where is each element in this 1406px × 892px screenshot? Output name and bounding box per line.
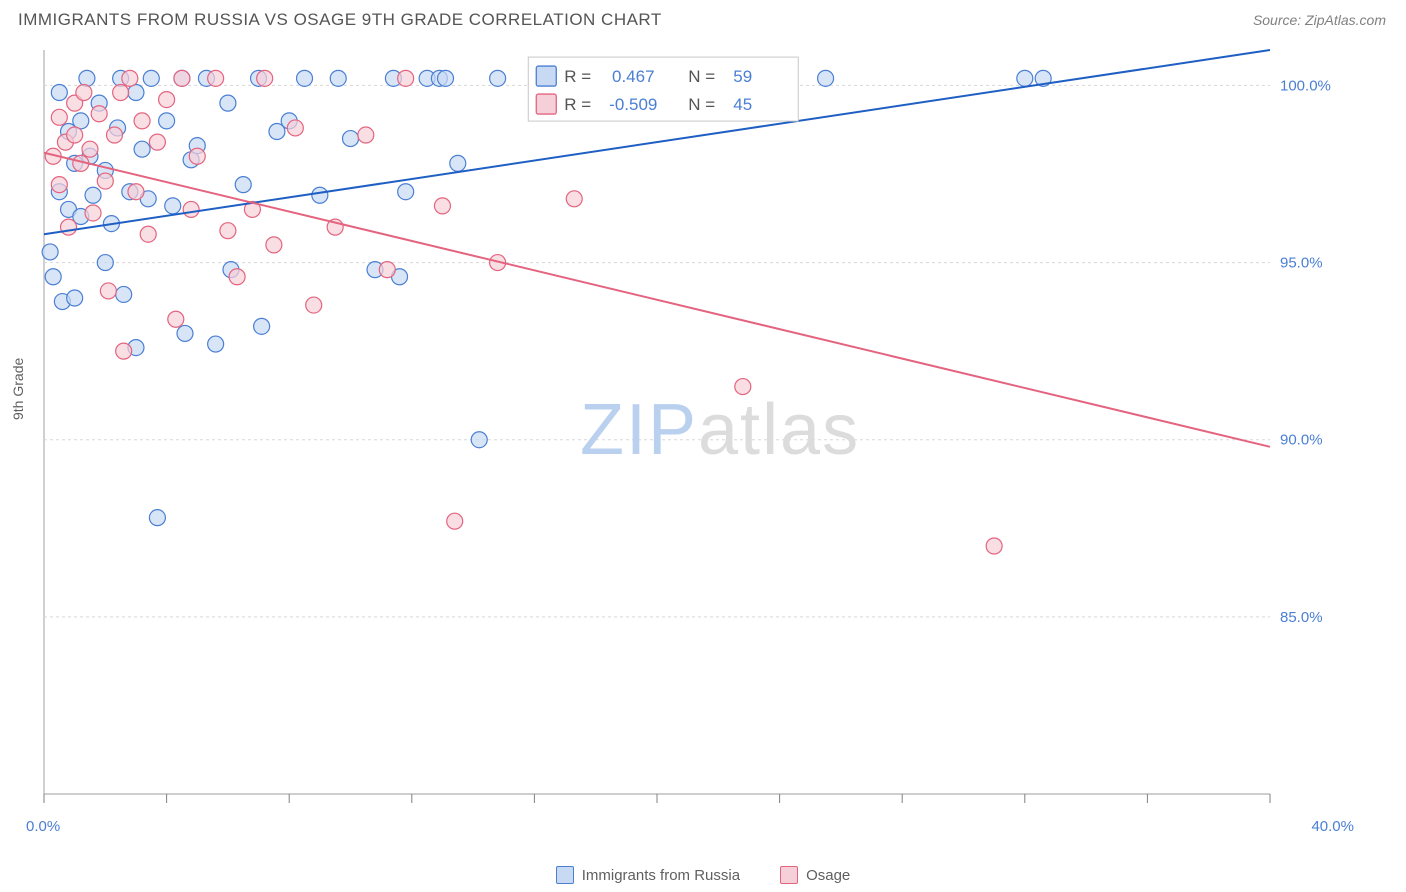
- svg-text:85.0%: 85.0%: [1280, 609, 1323, 626]
- y-axis-label: 9th Grade: [10, 358, 26, 420]
- svg-text:R =: R =: [564, 67, 591, 86]
- chart-title: IMMIGRANTS FROM RUSSIA VS OSAGE 9TH GRAD…: [18, 10, 662, 30]
- legend-swatch-0: [556, 866, 574, 884]
- legend-label-1: Osage: [806, 867, 850, 884]
- svg-text:90.0%: 90.0%: [1280, 432, 1323, 449]
- svg-text:95.0%: 95.0%: [1280, 255, 1323, 272]
- source-credit: Source: ZipAtlas.com: [1253, 12, 1386, 28]
- svg-text:100.0%: 100.0%: [1280, 77, 1331, 94]
- svg-text:R =: R =: [564, 95, 591, 114]
- bottom-legend: Immigrants from Russia Osage: [0, 866, 1406, 884]
- svg-text:45: 45: [733, 95, 752, 114]
- legend-label-0: Immigrants from Russia: [582, 867, 740, 884]
- svg-text:N =: N =: [688, 95, 715, 114]
- svg-text:-0.509: -0.509: [609, 95, 657, 114]
- legend-item-series-1: Osage: [780, 866, 850, 884]
- svg-text:59: 59: [733, 67, 752, 86]
- scatter-chart-svg: 85.0% 90.0% 95.0% 100.0% R = 0.467 N = 59 R = -0.…: [40, 44, 1340, 814]
- x-max-label: 40.0%: [1311, 818, 1354, 835]
- svg-text:0.467: 0.467: [612, 67, 655, 86]
- x-min-label: 0.0%: [26, 818, 60, 835]
- chart-plot-area: 85.0% 90.0% 95.0% 100.0% R = 0.467 N = 59 R = -0.…: [40, 44, 1340, 814]
- svg-text:N =: N =: [688, 67, 715, 86]
- legend-swatch-1: [780, 866, 798, 884]
- legend-item-series-0: Immigrants from Russia: [556, 866, 740, 884]
